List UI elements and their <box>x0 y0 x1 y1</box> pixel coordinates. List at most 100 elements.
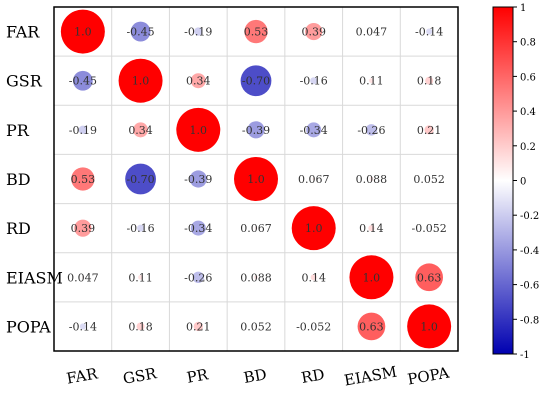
correlation-circle <box>305 22 323 41</box>
cell-value-label: -0.19 <box>184 26 212 39</box>
cell-value-label: 1.0 <box>132 75 150 88</box>
x-tick-label: PR <box>185 365 210 387</box>
cell-value-label: 0.34 <box>128 124 153 137</box>
correlation-circle <box>369 177 374 181</box>
cell-value-label: -0.16 <box>126 222 154 235</box>
correlation-circle <box>125 163 156 195</box>
cell-value-label: 0.11 <box>128 271 153 284</box>
correlation-circle <box>247 121 265 139</box>
y-tick-label: PR <box>6 121 30 140</box>
cell-value-label: 1.0 <box>305 222 323 235</box>
colorbar-gradient <box>492 6 514 355</box>
cell-value-label: 0.18 <box>128 320 153 333</box>
cell-value-label: 0.14 <box>301 271 326 284</box>
correlation-circle <box>365 124 378 136</box>
colorbar-tick-label: 0.4 <box>520 107 536 118</box>
cell-value-label: 0.34 <box>186 75 211 88</box>
cell-value-label: -0.70 <box>126 173 154 186</box>
correlation-circle <box>254 275 258 280</box>
plot-frame <box>53 6 459 352</box>
correlation-circle <box>176 107 221 152</box>
x-tick-label: POPA <box>406 364 451 389</box>
x-tick-label: RD <box>300 365 326 387</box>
correlation-circle <box>136 322 145 331</box>
cell-value-label: 0.067 <box>298 173 330 186</box>
correlation-circle <box>415 263 444 292</box>
correlation-circle <box>234 157 278 201</box>
y-tick-label: POPA <box>6 317 51 336</box>
cell-value-label: -0.45 <box>69 75 97 88</box>
y-tick-label: RD <box>6 219 31 238</box>
cell-value-label: 1.0 <box>190 124 208 137</box>
y-tick-label: GSR <box>6 72 43 91</box>
cell-value-label: -0.26 <box>357 124 385 137</box>
cell-value-label: 0.067 <box>240 222 272 235</box>
correlation-circle <box>60 9 105 54</box>
colorbar: 1 0.8 0.6 0.4 0.2 0 -0.2 -0.4 -0.6 -0.8 -1 <box>492 3 539 361</box>
cell-value-label: -0.34 <box>184 222 212 235</box>
correlation-circle <box>425 76 434 85</box>
colorbar-tick-label: -0.2 <box>520 211 539 222</box>
correlation-circle <box>368 225 375 232</box>
cell-value-label: -0.052 <box>296 320 331 333</box>
cell-value-label: 0.11 <box>359 75 384 88</box>
correlation-circle <box>192 271 205 284</box>
cell-value-label: -0.26 <box>184 271 212 284</box>
correlation-circle <box>118 58 163 103</box>
cell-value-label: -0.052 <box>412 222 447 235</box>
cell-value-label: -0.14 <box>69 320 97 333</box>
correlation-circle <box>357 312 386 341</box>
cell-value-label: 0.53 <box>244 26 269 39</box>
correlation-circle <box>254 226 258 230</box>
cell-value-label: 0.088 <box>356 173 388 186</box>
x-tick-label: EIASM <box>343 363 399 390</box>
colorbar-tick-label: -0.6 <box>520 281 539 292</box>
x-tick-label: FAR <box>65 364 100 387</box>
correlation-circle <box>349 255 394 300</box>
colorbar-tick-label: 1 <box>520 3 526 14</box>
cell-value-label: 0.39 <box>71 222 96 235</box>
correlation-circle <box>72 70 93 91</box>
colorbar-tick-label: 0 <box>520 177 526 188</box>
cell-value-label: 1.0 <box>74 26 92 39</box>
correlation-circle <box>189 170 207 188</box>
correlation-circle <box>78 125 88 135</box>
cell-value-label: -0.14 <box>415 26 443 39</box>
colorbar-tick-label: 0.8 <box>520 38 536 49</box>
correlation-circle <box>428 227 431 230</box>
cell-value-label: 0.63 <box>417 271 442 284</box>
correlation-circle <box>312 325 315 328</box>
correlation-circle <box>424 125 434 135</box>
x-tick-label: GSR <box>122 364 159 388</box>
correlation-circle <box>130 21 151 42</box>
colorbar-tick-label: 0.2 <box>520 142 536 153</box>
y-tick-label: BD <box>6 170 31 189</box>
correlation-circle <box>310 77 318 85</box>
correlation-circle <box>133 122 149 138</box>
correlation-circle <box>244 19 268 44</box>
colorbar-tick-label: -0.8 <box>520 315 539 326</box>
correlation-circle <box>138 274 143 280</box>
cell-value-label: 0.18 <box>417 75 442 88</box>
cell-value-label: -0.34 <box>300 124 328 137</box>
correlation-circle <box>312 177 316 181</box>
correlation-circle <box>370 30 373 33</box>
correlation-circle <box>190 73 206 89</box>
correlation-circle <box>407 304 452 349</box>
correlation-circle <box>193 321 203 332</box>
cell-value-label: -0.70 <box>242 75 270 88</box>
cell-value-label: 0.047 <box>67 271 99 284</box>
cell-value-label: 0.53 <box>71 173 96 186</box>
correlation-circle <box>190 220 206 236</box>
cell-value-label: 0.21 <box>417 124 442 137</box>
cell-value-label: 0.39 <box>301 26 326 39</box>
correlation-circle <box>74 219 92 237</box>
cell-value-label: 0.63 <box>359 320 384 333</box>
cell-value-label: 0.052 <box>413 173 445 186</box>
correlation-circle <box>310 274 317 281</box>
colorbar-tick-label: -0.4 <box>520 246 539 257</box>
cell-value-label: 0.14 <box>359 222 384 235</box>
correlation-circle <box>194 27 203 36</box>
